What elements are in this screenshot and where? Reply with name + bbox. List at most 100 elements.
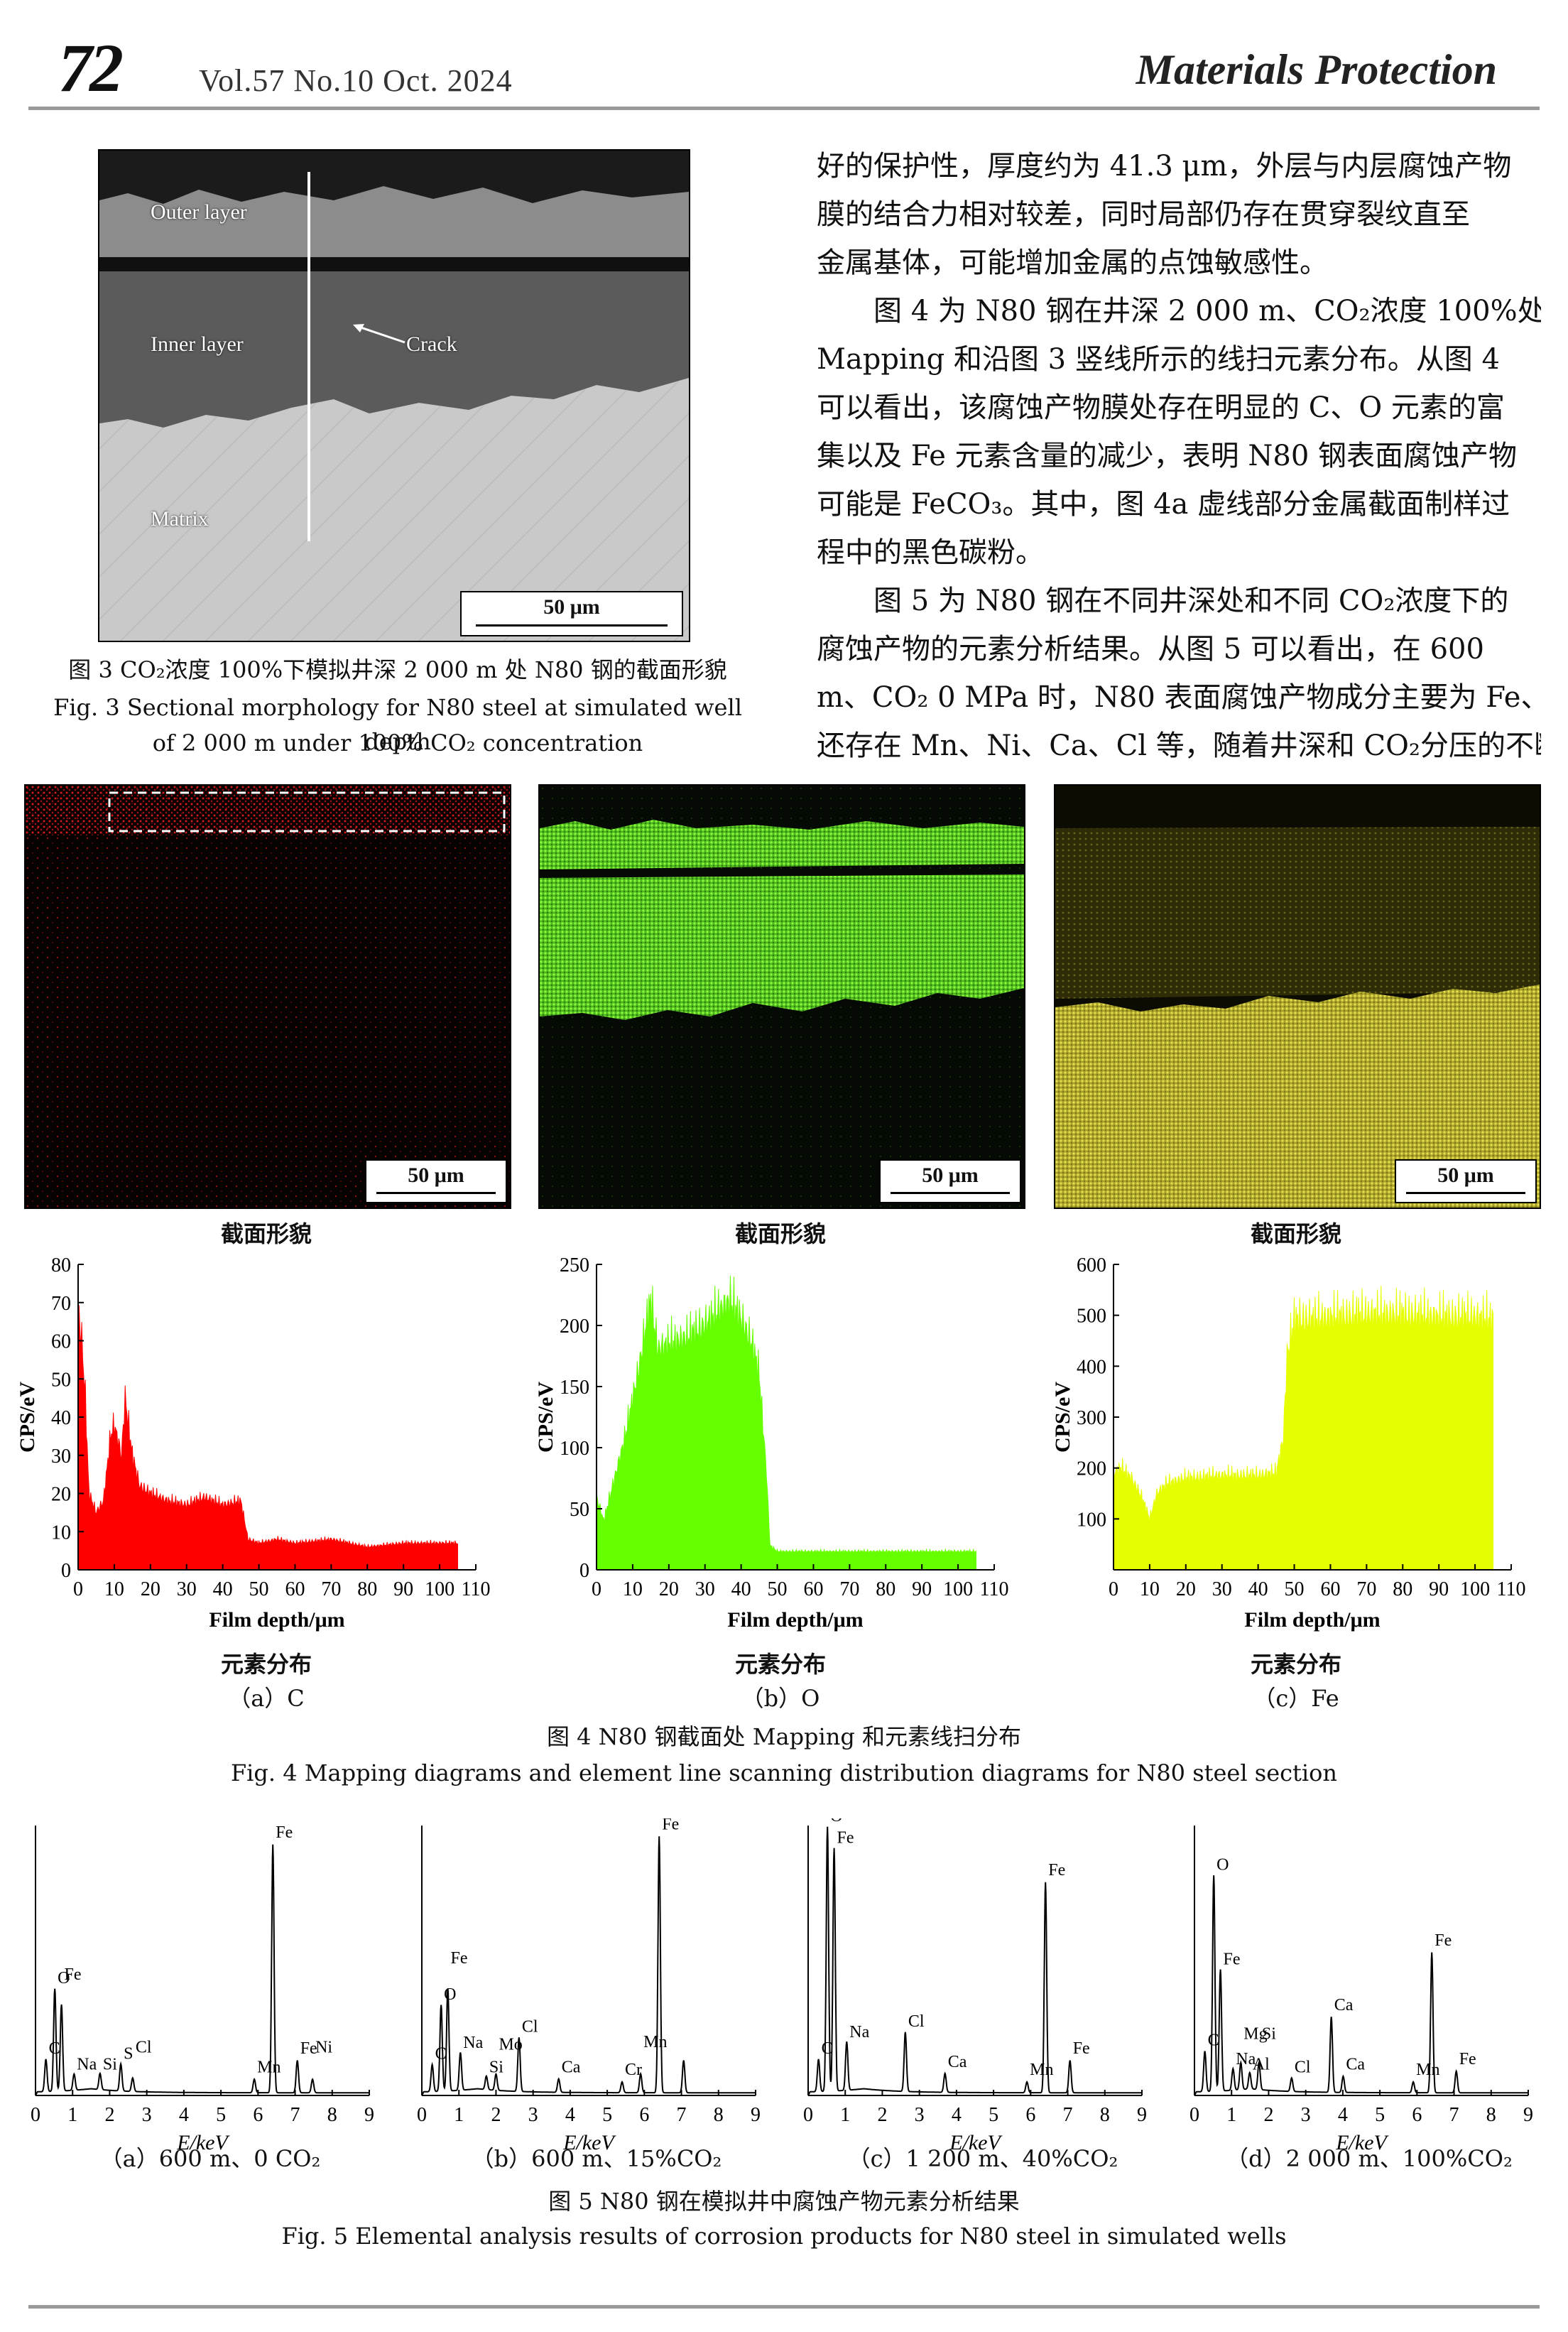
eds-peak-label: Mn <box>257 2058 281 2076</box>
fig3-caption-cn: 图 3 CO₂浓度 100%下模拟井深 2 000 m 处 N80 钢的截面形貌 <box>68 656 727 683</box>
eds-x-tick-label: 9 <box>1523 2104 1533 2126</box>
outer-layer-label: Outer layer <box>151 200 247 224</box>
fig4a-label: （a）C <box>228 1685 305 1712</box>
x-tick-label: 60 <box>1320 1578 1340 1600</box>
x-tick-label: 10 <box>1140 1578 1160 1600</box>
linescan-area-o <box>596 1275 977 1571</box>
eds-x-tick-label: 4 <box>1338 2104 1348 2126</box>
o-mapping-image: 50 μm <box>538 784 1025 1209</box>
fig5b-label: （b）600 m、15%CO₂ <box>471 2145 722 2172</box>
o-map-texture <box>540 786 1024 1208</box>
fe-map-scale-text: 50 μm <box>1437 1164 1494 1187</box>
c-dist-caption: 元素分布 <box>220 1651 312 1678</box>
linescan-area-c <box>77 1305 459 1571</box>
eds-x-tick-label: 0 <box>1189 2104 1199 2126</box>
fe-linescan-chart: 0 10 20 30 40 50 60 70 80 90 100 110 100 200 300 400 500… <box>1051 1254 1525 1632</box>
eds-peak-label: Al <box>1253 2056 1270 2074</box>
eds-x-tick-label: 2 <box>1263 2104 1273 2126</box>
eds-peak-label: Fe <box>1459 2050 1476 2068</box>
x-tick-label: 30 <box>177 1578 197 1600</box>
eds-peak-label: Fe <box>65 1965 82 1984</box>
inner-layer-label: Inner layer <box>151 332 244 356</box>
eds-x-tick-label: 7 <box>290 2104 300 2126</box>
y-tick-label: 60 <box>51 1331 71 1353</box>
eds-x-tick-label: 3 <box>1301 2104 1311 2126</box>
eds-x-tick-label: 5 <box>602 2104 612 2126</box>
crack-arrow <box>353 324 405 344</box>
header-rule <box>28 107 1540 110</box>
eds-peak-label: Fe <box>276 1823 293 1842</box>
eds-x-tick-label: 7 <box>1449 2104 1459 2126</box>
linescan-area-fe <box>1113 1285 1494 1571</box>
eds-peak-label: Fe <box>1048 1861 1065 1880</box>
body-text-line: 图 5 为 N80 钢在不同井深处和不同 CO₂浓度下的 <box>873 585 1509 617</box>
x-tick-label: 100 <box>1460 1578 1490 1600</box>
body-text-column: 好的保护性，厚度约为 41.3 μm，外层与内层腐蚀产物 膜的结合力相对较差，同时… <box>817 142 1541 770</box>
x-tick-label: 40 <box>1248 1578 1268 1600</box>
eds-peak-label: Fe <box>1073 2039 1090 2058</box>
x-tick-label: 30 <box>1212 1578 1232 1600</box>
eds-x-tick-label: 1 <box>1226 2104 1236 2126</box>
x-axis-label: Film depth/μm <box>727 1608 863 1632</box>
eds-peak-label: Na <box>1236 2050 1256 2068</box>
c-map-scale-bar: 50 μm <box>365 1159 507 1203</box>
body-text-line: 可以看出，该腐蚀产物膜处存在明显的 C、O 元素的富 <box>817 391 1505 424</box>
o-map-caption: 截面形貌 <box>734 1220 826 1247</box>
fe-mapping-image: 50 μm <box>1054 784 1541 1209</box>
eds-x-tick-label: 6 <box>1025 2104 1035 2126</box>
eds-x-tick-label: 8 <box>714 2104 724 2126</box>
matrix-label: Matrix <box>151 507 209 531</box>
eds-peak-label: Mn <box>643 2033 667 2051</box>
eds-peak-label: Cl <box>522 2017 538 2036</box>
eds-peak-label: Cl <box>136 2038 152 2056</box>
x-tick-label: 100 <box>943 1578 973 1600</box>
eds-peak-label: Fe <box>662 1818 679 1833</box>
body-text-line: Mapping 和沿图 3 竖线所示的线扫元素分布。从图 4 <box>817 343 1500 376</box>
y-tick-label: 250 <box>560 1254 589 1276</box>
c-linescan-chart: 0 10 20 30 40 50 60 70 80 90 100 110 0 10 20 30 40 50 60 70… <box>16 1254 490 1632</box>
body-text-line: m、CO₂ 0 MPa 时，N80 表面腐蚀产物成分主要为 Fe、O， <box>817 681 1541 714</box>
fe-dist-caption: 元素分布 <box>1250 1651 1341 1678</box>
x-tick-label: 70 <box>1356 1578 1376 1600</box>
o-map-scale-text: 50 μm <box>922 1164 979 1187</box>
eds-x-tick-label: 9 <box>751 2104 761 2126</box>
eds-peak-label: Ni <box>315 2038 332 2056</box>
eds-trace <box>35 1844 369 2096</box>
body-text-line: 好的保护性，厚度约为 41.3 μm，外层与内层腐蚀产物 <box>817 150 1512 183</box>
eds-x-axis-label: E/keV <box>1335 2131 1389 2154</box>
fig4b-label: （b）O <box>741 1685 820 1712</box>
y-tick-label: 20 <box>51 1484 71 1506</box>
y-tick-label: 80 <box>51 1254 71 1276</box>
eds-peak-label: Na <box>463 2034 483 2052</box>
eds-peak-label: C <box>1208 2031 1219 2049</box>
body-text-line: 还存在 Mn、Ni、Ca、Cl 等，随着井深和 CO₂分压的不断 <box>817 730 1541 762</box>
eds-peak-label: Mo <box>499 2036 522 2054</box>
eds-x-tick-label: 5 <box>1375 2104 1385 2126</box>
o-linescan-chart: 0 10 20 30 40 50 60 70 80 90 100 110 0 50 100 150 200 250… <box>534 1254 1009 1632</box>
eds-trace <box>1194 1875 1528 2096</box>
body-text-line: 腐蚀产物的元素分析结果。从图 5 可以看出，在 600 <box>817 633 1484 666</box>
eds-peak-label: Si <box>1262 2024 1276 2043</box>
eds-spectrum-d: 0 1 2 3 4 5 6 7 8 9 E/keV C O Fe Na Mg Al Si Cl Ca Ca Mn Fe Fe <box>1189 1826 1533 2154</box>
eds-peak-label: Mn <box>1416 2061 1439 2079</box>
journal-title: Materials Protection <box>1136 46 1497 93</box>
x-tick-label: 110 <box>980 1578 1009 1600</box>
eds-peak-label: O <box>1216 1855 1229 1874</box>
eds-x-tick-label: 3 <box>142 2104 152 2126</box>
fig5a-label: （a）600 m、0 CO₂ <box>99 2145 321 2172</box>
x-tick-label: 90 <box>912 1578 932 1600</box>
x-tick-label: 0 <box>592 1578 601 1600</box>
eds-peak-label: Fe <box>451 1949 468 1968</box>
eds-x-tick-label: 4 <box>179 2104 189 2126</box>
eds-peak-label: Na <box>849 2023 869 2041</box>
fig5-caption-en: Fig. 5 Elemental analysis results of cor… <box>281 2223 1287 2250</box>
y-tick-label: 400 <box>1077 1356 1106 1378</box>
fig3-caption-en-1: Fig. 3 Sectional morphology for N80 stee… <box>53 694 742 755</box>
c-map-scale-text: 50 μm <box>408 1164 464 1187</box>
crack-label: Crack <box>406 332 457 356</box>
fig4c-label: （c）Fe <box>1253 1685 1339 1712</box>
x-tick-label: 50 <box>249 1578 269 1600</box>
eds-peak-label: Ca <box>1334 1996 1354 2014</box>
eds-peak-label: Cl <box>1295 2058 1311 2076</box>
